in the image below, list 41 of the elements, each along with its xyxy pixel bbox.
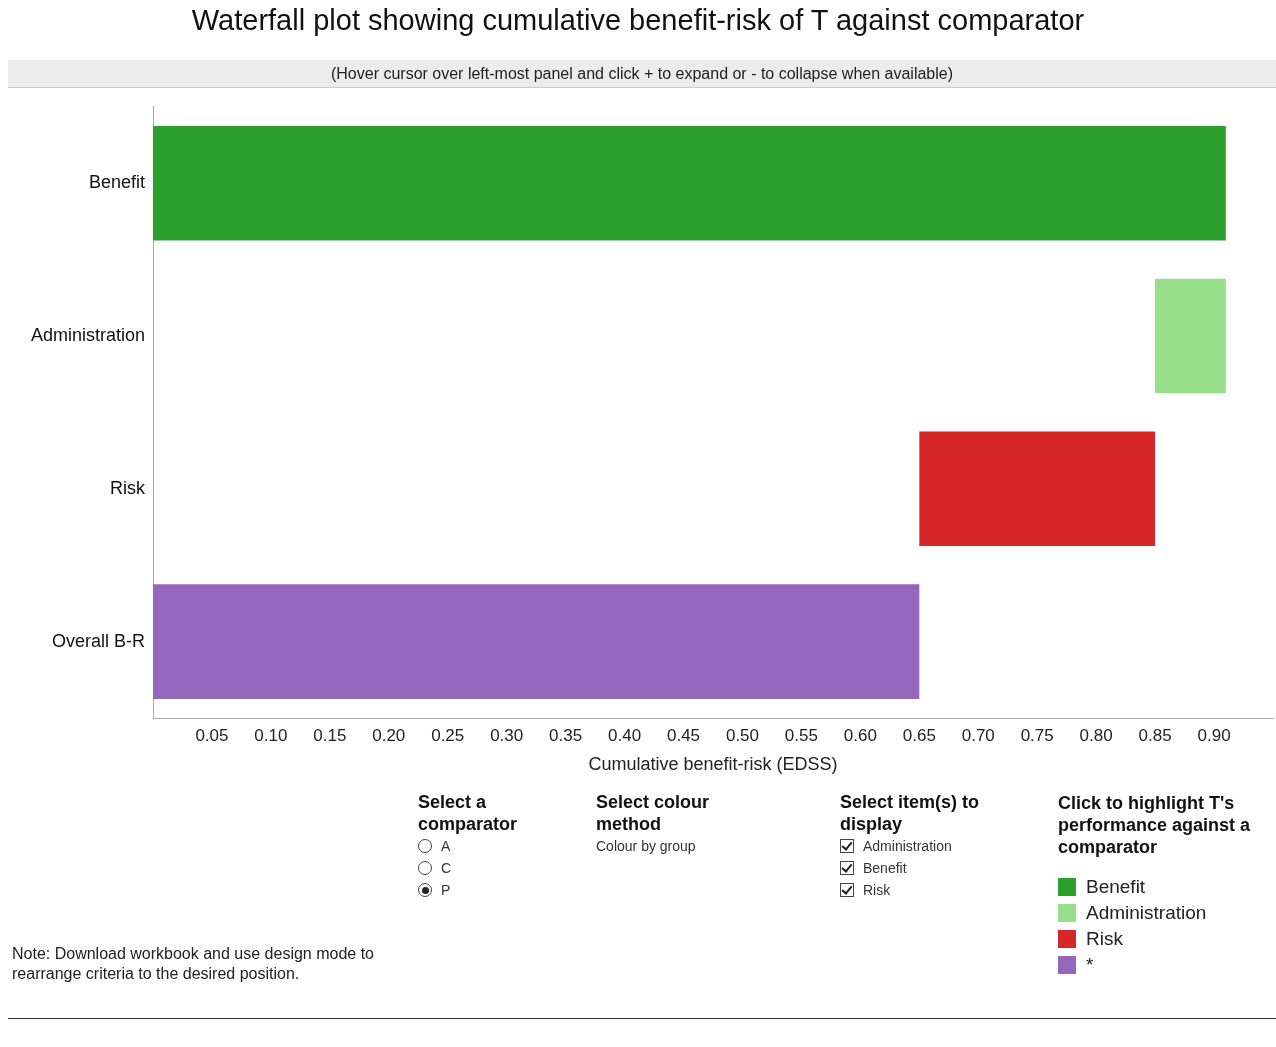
legend-label: * bbox=[1086, 953, 1094, 977]
legend-label: Risk bbox=[1086, 927, 1123, 951]
chart-title: Waterfall plot showing cumulative benefit-risk of T against comparator bbox=[190, 4, 1086, 37]
text: Note: Download workbook and use design mode to rearrange criteria to the desired position. bbox=[12, 944, 375, 984]
text: Select item(s) to display bbox=[840, 791, 981, 835]
x-tick-label: 0.20 bbox=[372, 725, 406, 745]
x-tick-label: 0.50 bbox=[725, 725, 760, 745]
y-tick-label: Overall B-R bbox=[51, 630, 145, 651]
x-axis-title: Cumulative benefit-risk (EDSS) bbox=[588, 754, 838, 775]
x-tick-label: 0.80 bbox=[1079, 725, 1113, 745]
x-tick-label: 0.60 bbox=[843, 725, 877, 745]
x-tick-label: 0.85 bbox=[1138, 725, 1172, 745]
x-tick-label: 0.90 bbox=[1197, 725, 1231, 745]
y-tick-label: Risk bbox=[110, 477, 146, 498]
x-tick-label: 0.15 bbox=[313, 725, 347, 745]
x-tick-label: 0.65 bbox=[902, 725, 936, 745]
x-tick-label: 0.35 bbox=[549, 725, 583, 745]
text: (Hover cursor over left-most panel and click + to expand or - to collapse when available) bbox=[8, 60, 1276, 88]
x-tick-label: 0.25 bbox=[431, 725, 465, 745]
legend-label: Benefit bbox=[1086, 875, 1146, 899]
x-tick-label: 0.70 bbox=[961, 725, 995, 745]
text: P bbox=[441, 881, 451, 900]
x-tick-label: 0.75 bbox=[1020, 725, 1054, 745]
x-tick-label: 0.55 bbox=[784, 725, 818, 745]
x-tick-label: 0.45 bbox=[666, 725, 701, 745]
text: Administration bbox=[863, 837, 952, 856]
y-tick-label: Administration bbox=[30, 324, 145, 345]
legend-label: Administration bbox=[1086, 901, 1207, 925]
y-tick-label: Benefit bbox=[88, 172, 145, 193]
text: Colour by group bbox=[596, 837, 696, 856]
text: Benefit bbox=[863, 859, 907, 878]
text: A bbox=[441, 837, 451, 856]
text: Select colour method bbox=[596, 791, 711, 835]
text: C bbox=[441, 859, 452, 878]
x-tick-label: 0.30 bbox=[490, 725, 524, 745]
x-tick-label: 0.10 bbox=[254, 725, 288, 745]
x-tick-label: 0.40 bbox=[608, 725, 642, 745]
legend-title: Click to highlight T's performance against a comparator bbox=[1058, 792, 1252, 858]
text: Select a comparator bbox=[418, 791, 519, 835]
text: Risk bbox=[863, 881, 891, 900]
x-tick-label: 0.05 bbox=[195, 725, 229, 745]
